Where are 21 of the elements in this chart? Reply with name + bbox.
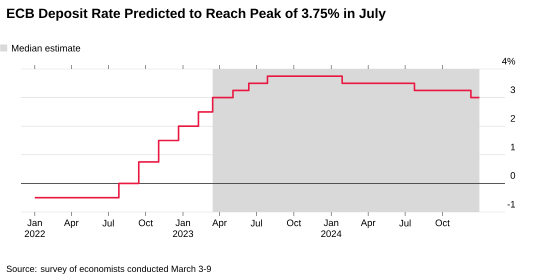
- source-note: Source: survey of economists conducted March 3-9: [6, 265, 211, 274]
- x-tick-label: Jan 2023: [172, 220, 194, 238]
- x-tick-label: Jul: [399, 220, 411, 226]
- y-tick-label: 3: [510, 86, 516, 94]
- x-tick-label: Jan 2024: [321, 220, 342, 238]
- chart-title: ECB Deposit Rate Predicted to Reach Peak of 3.75% in July: [7, 8, 386, 21]
- x-tick-label: Oct: [286, 220, 302, 226]
- x-tick-label: Jan 2022: [24, 220, 45, 238]
- x-tick-label: Apr: [212, 220, 227, 228]
- y-tick-label: 4%: [502, 58, 516, 64]
- x-tick-label: Oct: [138, 220, 153, 226]
- x-tick-label: Oct: [436, 220, 450, 226]
- y-tick-label: -1: [507, 200, 516, 208]
- y-tick-label: 0: [510, 172, 516, 179]
- y-tick-label: 1: [510, 144, 516, 150]
- y-tick-label: 2: [510, 115, 516, 122]
- x-tick-label: Jul: [102, 220, 114, 226]
- x-tick-label: Jul: [250, 220, 262, 226]
- x-tick-label: Apr: [360, 220, 376, 228]
- legend-label: Median estimate: [12, 44, 80, 52]
- x-tick-label: Apr: [64, 220, 79, 228]
